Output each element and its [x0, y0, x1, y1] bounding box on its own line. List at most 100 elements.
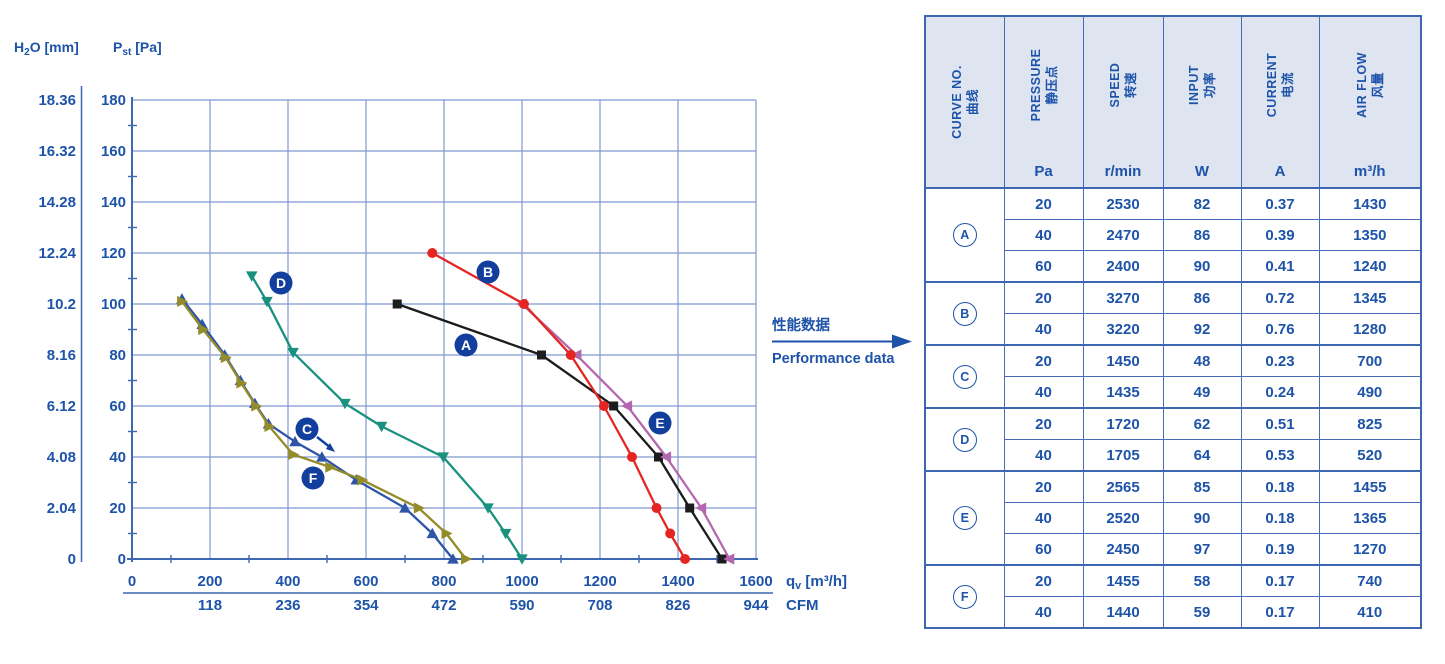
table-cell: 0.37: [1240, 187, 1320, 220]
curve-no-cell-E: E: [924, 470, 1005, 566]
table-cell: 0.23: [1240, 344, 1320, 377]
table-cell: 0.18: [1240, 502, 1320, 534]
x-tick-label-qv: 0: [128, 573, 136, 590]
curve-badge-F: F: [952, 584, 977, 609]
y-tick-label-h2o: 6.12: [47, 398, 76, 415]
y-tick-label-h2o: 8.16: [47, 347, 76, 364]
table-cell: 90: [1162, 502, 1242, 534]
table-cell: 49: [1162, 376, 1242, 409]
table-cell: 0.41: [1240, 250, 1320, 283]
curve-A-marker: [609, 401, 619, 411]
curve-F-marker: [264, 420, 276, 432]
performance-table: CURVE NO. 曲线 PRESSURE 静压点 Pa SPEED 转速 r/min INPU…: [924, 15, 1422, 629]
x-axis-title-qv: qv [m³/h]: [786, 573, 847, 592]
x-tick-label-cfm: 708: [587, 597, 612, 614]
table-cell: 1450: [1082, 344, 1164, 377]
x-tick-label-qv: 400: [275, 573, 300, 590]
x-tick-label-qv: 1200: [583, 573, 616, 590]
table-cell: 40: [1003, 219, 1084, 251]
table-cell: 20: [1003, 344, 1084, 377]
table-cell: 410: [1318, 596, 1422, 629]
table-cell: 1455: [1318, 470, 1422, 503]
curve-label-letter-C: C: [302, 421, 312, 437]
table-cell: 2450: [1082, 533, 1164, 566]
curve-F-marker: [251, 400, 263, 412]
curve-B-marker: [626, 452, 637, 462]
curve-no-cell-F: F: [924, 564, 1005, 629]
curve-B-marker: [665, 528, 676, 539]
table-cell: 0.24: [1240, 376, 1320, 409]
curve-F-marker: [220, 351, 232, 364]
y-axis-title-h2o: H2O [mm]: [14, 39, 79, 58]
table-header-text: SPEED 转速: [1107, 62, 1138, 108]
table-header-unit: A: [1274, 163, 1286, 180]
table-cell: 825: [1318, 407, 1422, 440]
curve-F-marker: [413, 502, 425, 514]
table-cell: 3220: [1082, 313, 1164, 346]
curve-D-marker: [339, 398, 351, 410]
x-tick-label-qv: 200: [197, 573, 222, 590]
table-row-curve-A: 60 2400 90 0.41 1240: [925, 250, 1422, 283]
table-header-text: PRESSURE 静压点: [1028, 48, 1059, 122]
curve-no-cell-B: B: [924, 281, 1005, 346]
table-row-curve-D: 40 1705 64 0.53 520: [925, 439, 1422, 472]
x-tick-label-qv: 1600: [739, 573, 772, 590]
y-tick-label-pa: 0: [118, 551, 126, 568]
annotation-arrow-head-icon: [892, 334, 912, 349]
table-cell: 1455: [1082, 564, 1164, 597]
table-header-text: CURRENT 电流: [1264, 52, 1295, 118]
table-cell: 520: [1318, 439, 1422, 472]
curve-F-marker: [325, 461, 337, 473]
y-tick-label-pa: 60: [109, 398, 126, 415]
table-header-unit: r/min: [1104, 163, 1142, 180]
curve-badge-E: E: [952, 506, 977, 530]
curve-B-marker: [565, 350, 576, 360]
table-cell: 1440: [1082, 596, 1164, 629]
table-cell: 2530: [1082, 187, 1164, 220]
curve-label-letter-D: D: [276, 275, 286, 291]
annotation-performance-data-en: Performance data: [772, 351, 895, 367]
y-tick-label-pa: 80: [109, 347, 126, 364]
y-tick-label-h2o: 14.28: [38, 194, 76, 211]
curve-B-marker: [651, 503, 662, 513]
table-cell: 0.76: [1240, 313, 1320, 346]
table-row-curve-E: 60 2450 97 0.19 1270: [925, 533, 1422, 566]
curve-D-line: [250, 274, 524, 561]
curve-E-marker: [695, 502, 707, 514]
curve-label-D: [269, 271, 293, 295]
table-cell: 490: [1318, 376, 1422, 409]
curve-F-marker: [288, 448, 300, 461]
table-cell: 82: [1162, 187, 1242, 220]
table-header-text: INPUT 功率: [1186, 65, 1217, 105]
curve-F-marker: [236, 377, 248, 389]
table-cell: 3270: [1082, 281, 1164, 314]
x-tick-label-qv: 1000: [505, 573, 538, 590]
curve-C-marker: [426, 527, 439, 539]
table-cell: 20: [1003, 407, 1084, 440]
table-header-cell-pressure: PRESSURE 静压点 Pa: [1003, 15, 1084, 189]
table-header-cell-air-flow: AIR FLOW 风量 m³/h: [1318, 15, 1422, 189]
table-cell: 58: [1162, 564, 1242, 597]
table-cell: 60: [1003, 250, 1084, 283]
x-tick-label-cfm: 118: [198, 597, 222, 614]
table-cell: 1365: [1318, 502, 1422, 534]
curve-label-letter-A: A: [461, 337, 471, 353]
table-header-cell-curve-no: CURVE NO. 曲线: [924, 15, 1005, 189]
curve-no-cell-D: D: [924, 407, 1005, 472]
table-cell: 48: [1162, 344, 1242, 377]
table-row-curve-C: 40 1435 49 0.24 490: [925, 376, 1422, 409]
y-tick-label-pa: 20: [109, 500, 126, 517]
x-tick-label-cfm: 472: [431, 597, 456, 614]
curve-F-marker: [198, 323, 210, 336]
x-tick-label-cfm: 354: [353, 597, 379, 614]
y-tick-label-pa: 100: [101, 296, 126, 313]
curve-badge-A: A: [952, 223, 977, 247]
table-cell: 60: [1003, 533, 1084, 566]
curve-E-marker: [570, 349, 582, 361]
table-cell: 2520: [1082, 502, 1164, 534]
curve-B-marker: [680, 554, 691, 564]
performance-chart: 00202.04404.08606.12808.1610010.212012.2…: [14, 39, 912, 614]
curve-D-marker: [437, 452, 450, 463]
curve-C-marker: [316, 451, 328, 462]
table-header-cell-current: CURRENT 电流 A: [1240, 15, 1320, 189]
